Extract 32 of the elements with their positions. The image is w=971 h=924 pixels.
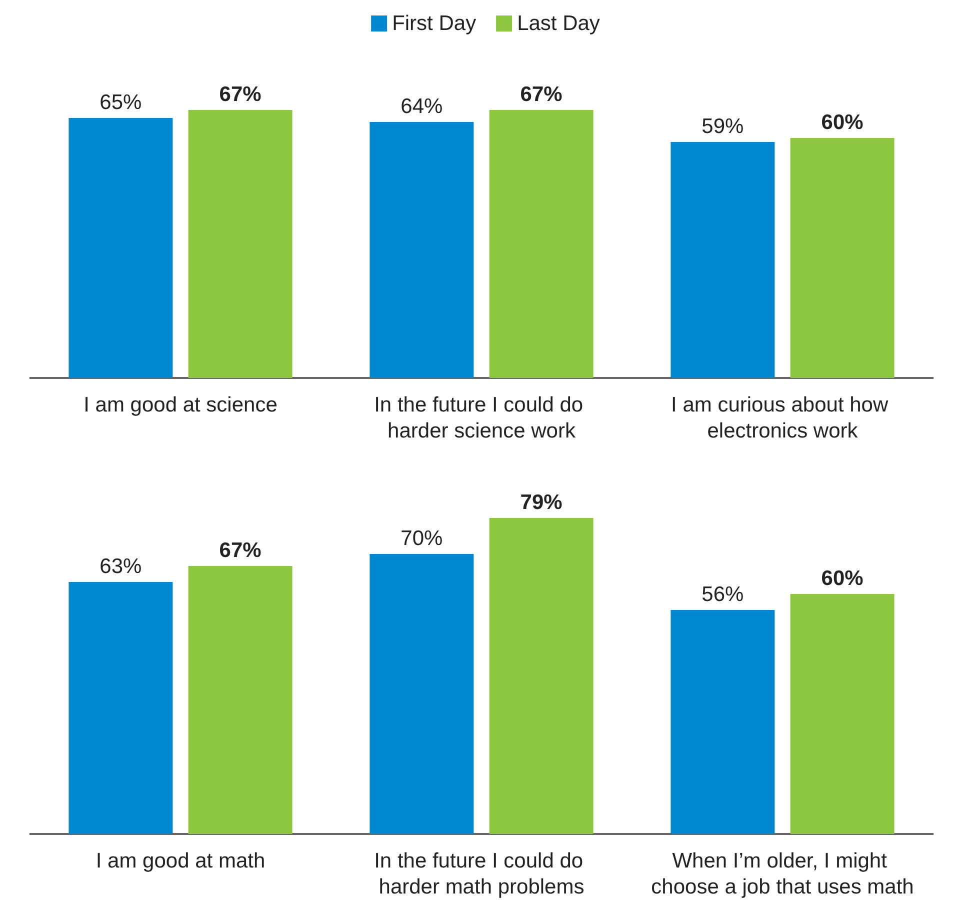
data-label: 65% (100, 91, 142, 114)
data-label: 60% (821, 111, 864, 134)
x-tick-label: I am good at math (96, 850, 266, 872)
data-label: 60% (821, 567, 864, 590)
data-label: 70% (400, 527, 443, 550)
bar (790, 594, 894, 834)
bar (370, 554, 474, 834)
bar (790, 138, 894, 378)
x-tick-label: I am curious about how electronics work (671, 394, 894, 442)
data-label: 56% (702, 583, 744, 606)
data-label: 67% (219, 539, 262, 562)
bar (68, 582, 173, 834)
data-label: 79% (520, 491, 563, 514)
legend-label: Last Day (517, 12, 600, 35)
data-label: 59% (702, 115, 744, 138)
bar (489, 110, 594, 378)
data-label: 63% (100, 555, 142, 578)
x-tick-label: I am good at science (84, 394, 278, 416)
bar (489, 518, 594, 834)
bar (670, 142, 775, 378)
legend-label: First Day (392, 12, 477, 35)
x-tick-label: When I’m older, I might choose a job that uses math (651, 850, 914, 898)
x-tick-label: In the future I could do harder math problems (374, 850, 589, 898)
bar (670, 610, 775, 834)
bar (188, 566, 292, 834)
data-label: 67% (520, 83, 563, 106)
data-label: 64% (400, 95, 443, 118)
bar (68, 118, 173, 378)
x-tick-label: In the future I could do harder science work (374, 394, 589, 442)
bar (188, 110, 292, 378)
data-label: 67% (219, 83, 262, 106)
bar (370, 122, 474, 378)
